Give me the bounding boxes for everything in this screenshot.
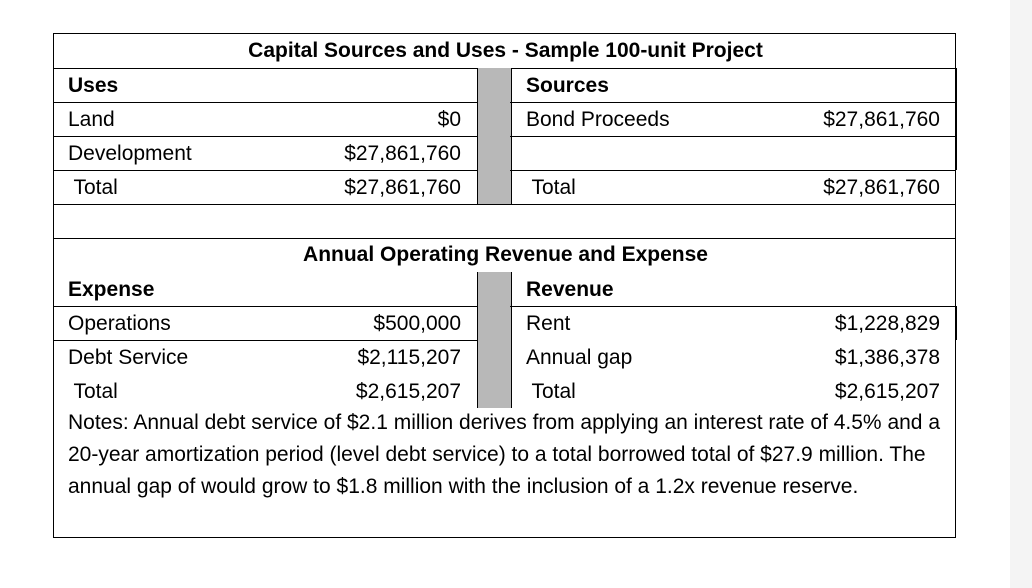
- expense-total-label: Total: [68, 380, 118, 403]
- use-value-land: $0: [437, 108, 461, 131]
- revenue-label-annual-gap: Annual gap: [526, 346, 633, 369]
- revenue-label-rent: Rent: [526, 312, 571, 335]
- divider: [54, 102, 477, 103]
- expense-label-debt-service: Debt Service: [68, 346, 189, 369]
- use-total-value: $27,861,760: [344, 176, 461, 199]
- gray-separator-column: [477, 272, 512, 408]
- right-border-segment: [956, 68, 957, 170]
- expense-total-value: $2,615,207: [355, 380, 461, 403]
- operating-title: Annual Operating Revenue and Expense: [303, 243, 708, 266]
- divider: [510, 102, 955, 103]
- expense-label-operations: Operations: [68, 312, 171, 335]
- divider: [510, 170, 955, 171]
- divider: [54, 136, 477, 137]
- revenue-header: Revenue: [526, 278, 614, 301]
- right-border-segment: [956, 306, 957, 340]
- source-total-label: Total: [526, 176, 576, 199]
- divider: [54, 306, 477, 307]
- sheet: Capital Sources and Uses - Sample 100-un…: [0, 0, 1010, 588]
- revenue-total-value: $2,615,207: [834, 380, 940, 403]
- use-label-land: Land: [68, 108, 115, 131]
- source-label-bond: Bond Proceeds: [526, 108, 670, 131]
- divider: [54, 340, 477, 341]
- divider: [510, 306, 955, 307]
- uses-header: Uses: [68, 74, 119, 97]
- use-label-development: Development: [68, 142, 192, 165]
- revenue-value-annual-gap: $1,386,378: [834, 346, 940, 369]
- use-total-label: Total: [68, 176, 118, 199]
- expense-header: Expense: [68, 278, 155, 301]
- divider: [54, 204, 955, 205]
- gray-separator-column: [477, 68, 512, 204]
- divider: [54, 238, 955, 239]
- capital-title: Capital Sources and Uses - Sample 100-un…: [248, 39, 763, 62]
- revenue-total-label: Total: [526, 380, 576, 403]
- expense-value-operations: $500,000: [373, 312, 461, 335]
- sources-header: Sources: [526, 74, 609, 97]
- expense-value-debt-service: $2,115,207: [357, 346, 461, 369]
- use-value-development: $27,861,760: [344, 142, 461, 165]
- notes-text: Notes: Annual debt service of $2.1 milli…: [68, 411, 940, 498]
- source-total-value: $27,861,760: [823, 176, 940, 199]
- divider: [510, 136, 955, 137]
- divider: [54, 170, 477, 171]
- revenue-value-rent: $1,228,829: [834, 312, 940, 335]
- source-value-bond: $27,861,760: [823, 108, 940, 131]
- sources-uses-table: Capital Sources and Uses - Sample 100-un…: [53, 33, 957, 538]
